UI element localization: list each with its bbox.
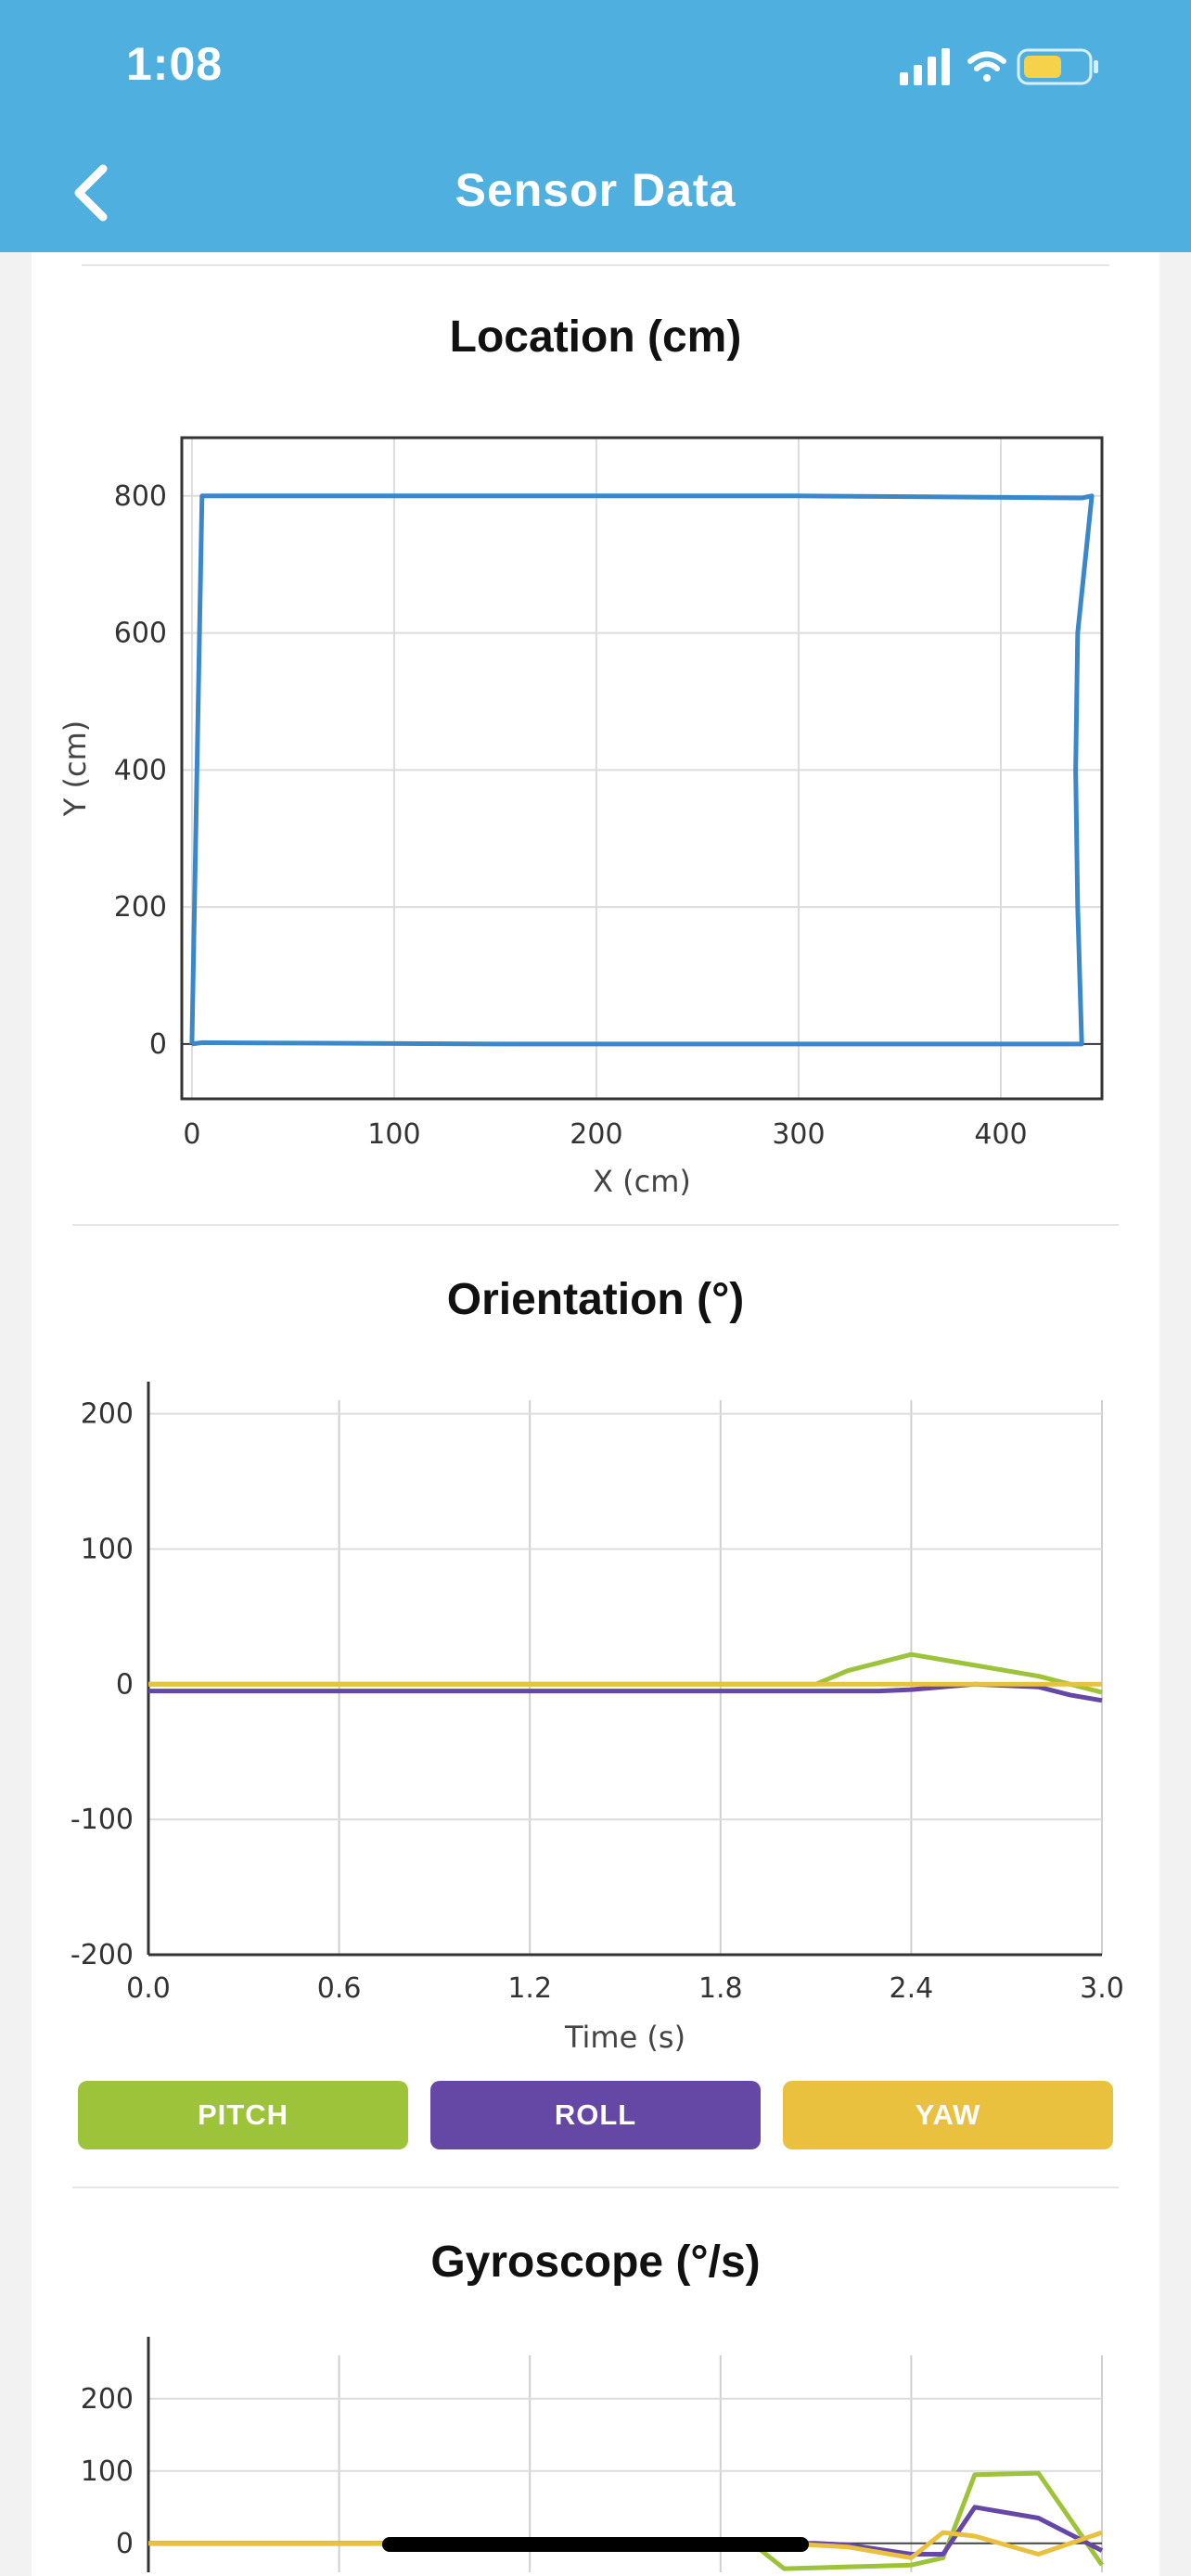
gyroscope-chart-title: Gyroscope (°/s) <box>430 2238 761 2287</box>
page-title: Sensor Data <box>455 164 736 216</box>
x-tick-label: 1.2 <box>507 1972 552 2005</box>
x-tick-label: 0.0 <box>126 1972 171 2005</box>
home-indicator <box>382 2537 809 2552</box>
x-tick-label: 200 <box>570 1118 622 1151</box>
orientation-chart: 0.0 0.6 1.2 1.8 2.4 3.0 200 100 0 -100 -200 Time (s… <box>70 1382 1124 2055</box>
y-axis-label: Y (cm) <box>58 721 93 817</box>
x-tick-label: 0.6 <box>317 1972 362 2005</box>
status-time: 1:08 <box>126 38 224 90</box>
roll-legend-button[interactable]: ROLL <box>430 2081 761 2149</box>
y-tick-label: 800 <box>114 480 167 513</box>
pitch-series-line <box>148 2470 1105 2571</box>
top-divider <box>82 264 1109 266</box>
y-tick-label: 200 <box>81 2383 134 2416</box>
y-tick-label: 100 <box>81 1533 134 1565</box>
battery-icon <box>1017 48 1098 85</box>
x-tick-label: 3.0 <box>1080 1972 1124 2005</box>
x-tick-label: 300 <box>772 1118 825 1151</box>
y-tick-label: 0 <box>149 1028 167 1061</box>
orientation-divider <box>72 2187 1119 2188</box>
location-chart: 0 100 200 300 400 0 200 400 600 800 X (cm) Y (cm) <box>58 436 1104 1199</box>
roll-series-line <box>148 1681 1103 1703</box>
y-tick-label: 600 <box>114 618 167 650</box>
y-tick-label: 100 <box>81 2455 134 2488</box>
orientation-chart-title: Orientation (°) <box>446 1275 745 1324</box>
y-tick-label: 200 <box>81 1398 134 1431</box>
pitch-legend-button[interactable]: PITCH <box>78 2081 408 2149</box>
location-path <box>189 493 1095 1047</box>
back-button[interactable] <box>58 156 122 230</box>
x-axis-label: X (cm) <box>593 1164 691 1199</box>
x-tick-label: 0 <box>183 1118 200 1151</box>
x-tick-label: 2.4 <box>890 1972 934 2005</box>
y-tick-label: 400 <box>114 754 167 786</box>
location-chart-title: Location (cm) <box>449 312 742 362</box>
plot-frame <box>180 436 1104 1101</box>
x-axis-label: Time (s) <box>564 2020 685 2055</box>
location-divider <box>72 1224 1119 1226</box>
x-tick-label: 400 <box>974 1118 1027 1151</box>
y-tick-label: -200 <box>70 1939 134 1971</box>
signal-icon <box>900 48 950 85</box>
x-tick-label: 100 <box>367 1118 420 1151</box>
nav-header: 1:08 <box>0 0 1191 252</box>
x-tick-label: 1.8 <box>698 1972 743 2005</box>
wifi-icon <box>967 51 1006 82</box>
status-icons <box>900 46 1113 87</box>
y-tick-label: 0 <box>116 1668 134 1701</box>
yaw-legend-button[interactable]: YAW <box>783 2081 1113 2149</box>
chevron-left-icon <box>74 164 108 222</box>
y-tick-label: 200 <box>114 891 167 924</box>
y-tick-label: -100 <box>70 1804 134 1836</box>
y-tick-label: 0 <box>116 2528 134 2560</box>
